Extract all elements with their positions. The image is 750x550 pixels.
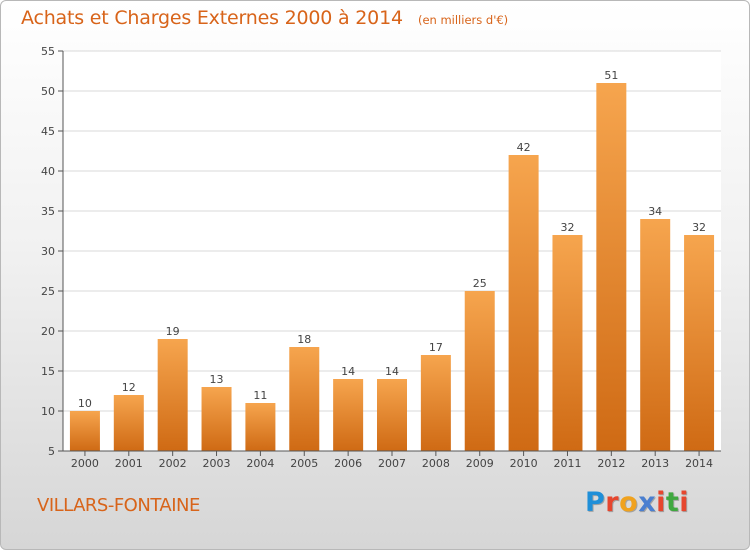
y-tick-label: 50 [41,85,55,98]
bar-2007 [377,379,407,451]
town-name: VILLARS-FONTAINE [37,495,200,516]
data-label: 14 [341,365,355,378]
x-tick-label: 2002 [159,457,187,470]
bar-2014 [684,235,715,451]
y-tick-label: 15 [41,365,55,378]
axes [58,50,721,456]
x-tick-label: 2013 [641,457,669,470]
data-label: 12 [122,381,136,394]
bar-2009 [464,291,495,451]
proxiti-logo[interactable]: Proxiti [585,487,689,518]
y-tick-label: 40 [41,165,55,178]
data-label: 32 [692,221,706,234]
x-tick-label: 2005 [290,457,318,470]
bar-2010 [508,155,539,451]
data-label: 17 [429,341,443,354]
logo-letter: x [638,487,657,518]
data-label: 14 [385,365,399,378]
x-tick-label: 2011 [553,457,581,470]
y-tick-label: 55 [41,45,55,58]
bar-2003 [201,387,232,451]
bar-2005 [289,347,320,451]
chart-title: Achats et Charges Externes 2000 à 2014 [21,7,403,29]
y-tick-label: 10 [41,405,55,418]
chart-subtitle: (en milliers d'€) [417,13,509,27]
y-tick-label: 25 [41,285,55,298]
bar-2008 [420,355,451,451]
title-row: Achats et Charges Externes 2000 à 2014 (… [21,7,508,29]
bar-2002 [157,339,188,451]
data-label: 19 [166,325,180,338]
y-tick-label: 45 [41,125,55,138]
bar-2006 [333,379,364,451]
bar-2000 [69,411,100,451]
y-tick-label: 30 [41,245,55,258]
data-label: 42 [517,141,531,154]
logo-letter: t [665,487,680,518]
logo-letter: i [656,487,666,518]
data-label: 25 [473,277,487,290]
logo-letter: P [585,487,606,518]
y-tick-label: 35 [41,205,55,218]
x-tick-label: 2009 [466,457,494,470]
x-tick-label: 2010 [510,457,538,470]
bar-2001 [113,395,144,451]
logo-letter: i [679,487,690,518]
bar-2013 [640,219,671,451]
logo-letter: r [605,487,620,518]
x-tick-label: 2006 [334,457,362,470]
y-tick-label: 20 [41,325,55,338]
bar-2011 [552,235,583,451]
labels: 5 10 15 20 25 30 35 40 45 50 55 10 2000 12 2001 19 2002 1… [41,45,713,470]
bar-2012 [596,83,627,451]
x-tick-label: 2012 [597,457,625,470]
x-tick-label: 2014 [685,457,713,470]
bar-2004 [245,403,276,451]
y-tick-label: 5 [48,445,55,458]
x-tick-label: 2004 [246,457,274,470]
data-label: 13 [210,373,224,386]
x-tick-label: 2001 [115,457,143,470]
x-tick-label: 2000 [71,457,99,470]
data-label: 34 [648,205,662,218]
bars [69,83,715,451]
logo-letter: o [619,487,639,518]
x-tick-label: 2008 [422,457,450,470]
x-tick-label: 2007 [378,457,406,470]
x-tick-label: 2003 [203,457,231,470]
data-label: 10 [78,397,92,410]
data-label: 11 [253,389,267,402]
data-label: 18 [297,333,311,346]
data-label: 32 [560,221,574,234]
data-label: 51 [604,69,618,82]
